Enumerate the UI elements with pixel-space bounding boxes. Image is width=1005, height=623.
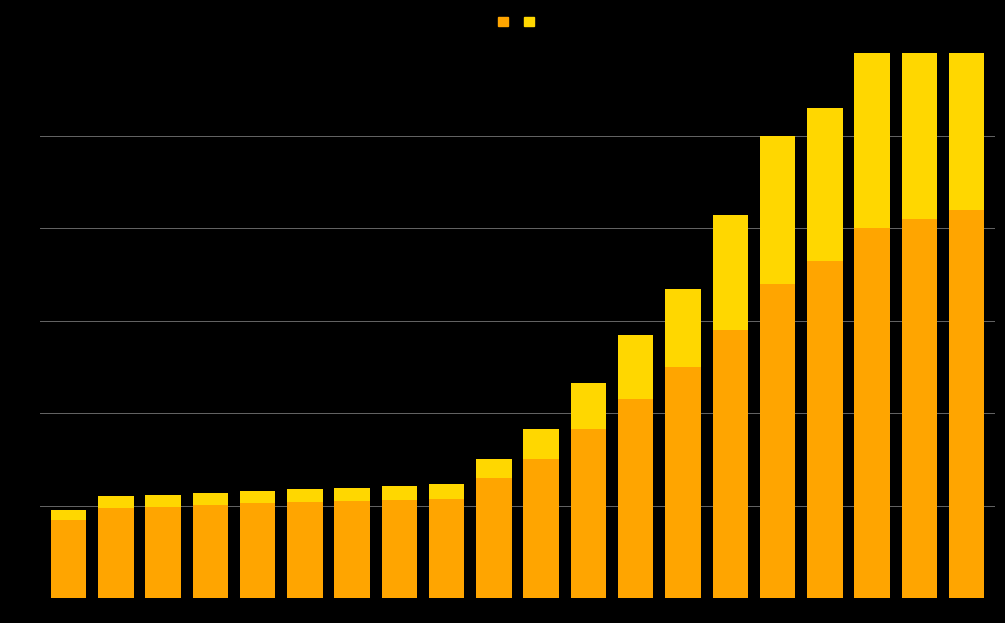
Bar xyxy=(287,490,323,502)
Legend: , : , xyxy=(492,11,543,34)
Bar xyxy=(760,284,795,598)
Bar xyxy=(476,460,512,478)
Bar xyxy=(618,399,653,598)
Bar xyxy=(524,460,559,598)
Bar xyxy=(854,53,889,229)
Bar xyxy=(146,506,181,598)
Bar xyxy=(193,493,228,505)
Bar xyxy=(807,108,842,261)
Bar xyxy=(287,502,323,598)
Bar xyxy=(665,288,700,367)
Bar xyxy=(949,210,984,598)
Bar xyxy=(854,229,889,598)
Bar xyxy=(571,383,606,429)
Bar xyxy=(760,136,795,284)
Bar xyxy=(618,335,653,399)
Bar xyxy=(240,503,275,598)
Bar xyxy=(807,261,842,598)
Bar xyxy=(713,214,748,330)
Bar xyxy=(335,501,370,598)
Bar xyxy=(901,53,937,219)
Bar xyxy=(51,510,86,520)
Bar xyxy=(429,484,464,499)
Bar xyxy=(571,429,606,598)
Bar xyxy=(429,499,464,598)
Bar xyxy=(193,505,228,598)
Bar xyxy=(713,330,748,598)
Bar xyxy=(335,488,370,501)
Bar xyxy=(98,497,134,508)
Bar xyxy=(949,53,984,210)
Bar xyxy=(146,495,181,506)
Bar xyxy=(240,492,275,503)
Bar xyxy=(901,219,937,598)
Bar xyxy=(382,487,417,500)
Bar xyxy=(51,520,86,598)
Bar xyxy=(524,429,559,460)
Bar xyxy=(382,500,417,598)
Bar xyxy=(476,478,512,598)
Bar xyxy=(98,508,134,598)
Bar xyxy=(665,367,700,598)
